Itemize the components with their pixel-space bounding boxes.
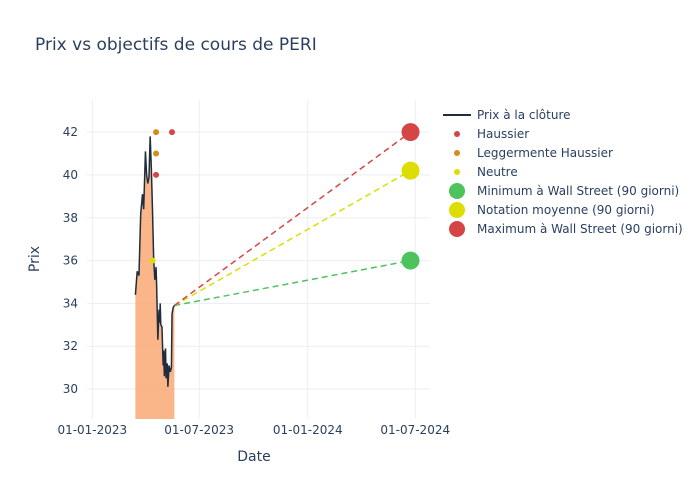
y-axis-title: Prix — [27, 246, 43, 272]
x-axis-ticks: 01-01-2023 01-07-2023 01-01-2024 01-07-2024 — [57, 423, 450, 437]
x-tick-label: 01-07-2023 — [164, 423, 234, 437]
target-line — [174, 259, 411, 307]
y-tick-label: 34 — [63, 296, 78, 310]
target-marker — [401, 161, 420, 180]
target-marker — [401, 251, 420, 270]
legend-swatch-dot — [454, 131, 460, 137]
legend-swatch-dot — [454, 169, 460, 175]
target-line — [174, 169, 411, 307]
y-tick-label: 42 — [63, 125, 78, 139]
legend-label: Neutre — [477, 165, 518, 179]
legend-label: Leggermente Haussier — [477, 146, 613, 160]
plot-area — [134, 123, 420, 419]
legend-label: Maximum à Wall Street (90 giorni) — [477, 222, 683, 236]
legend-label: Minimum à Wall Street (90 giorni) — [477, 184, 679, 198]
x-tick-label: 01-01-2023 — [57, 423, 127, 437]
chart-title: Prix vs objectifs de cours de PERI — [35, 35, 317, 55]
legend-swatch-dot — [449, 183, 465, 199]
y-axis-ticks: 30 32 34 36 38 40 42 — [63, 125, 78, 396]
legend[interactable]: Prix à la clôture Haussier Leggermente Hau… — [443, 108, 683, 237]
y-tick-label: 40 — [63, 168, 78, 182]
x-axis-title: Date — [237, 449, 270, 465]
rating-marker — [149, 257, 156, 264]
legend-swatch-dot — [449, 221, 465, 237]
y-tick-label: 38 — [63, 211, 78, 225]
rating-marker — [153, 171, 160, 178]
target-marker — [401, 123, 420, 142]
legend-label: Haussier — [477, 127, 529, 141]
target-line — [173, 131, 411, 307]
legend-swatch-dot — [449, 202, 465, 218]
legend-label: Notation moyenne (90 giorni) — [477, 203, 655, 217]
rating-marker — [169, 129, 176, 136]
rating-marker — [153, 129, 160, 136]
y-tick-label: 36 — [63, 254, 78, 268]
price-area-fill — [135, 136, 175, 419]
y-tick-label: 30 — [63, 382, 78, 396]
rating-marker — [153, 150, 160, 157]
y-tick-label: 32 — [63, 339, 78, 353]
x-tick-label: 01-07-2024 — [380, 423, 450, 437]
price-line — [134, 136, 176, 387]
legend-swatch-dot — [454, 150, 460, 156]
x-tick-label: 01-01-2024 — [273, 423, 343, 437]
legend-label: Prix à la clôture — [477, 108, 571, 122]
